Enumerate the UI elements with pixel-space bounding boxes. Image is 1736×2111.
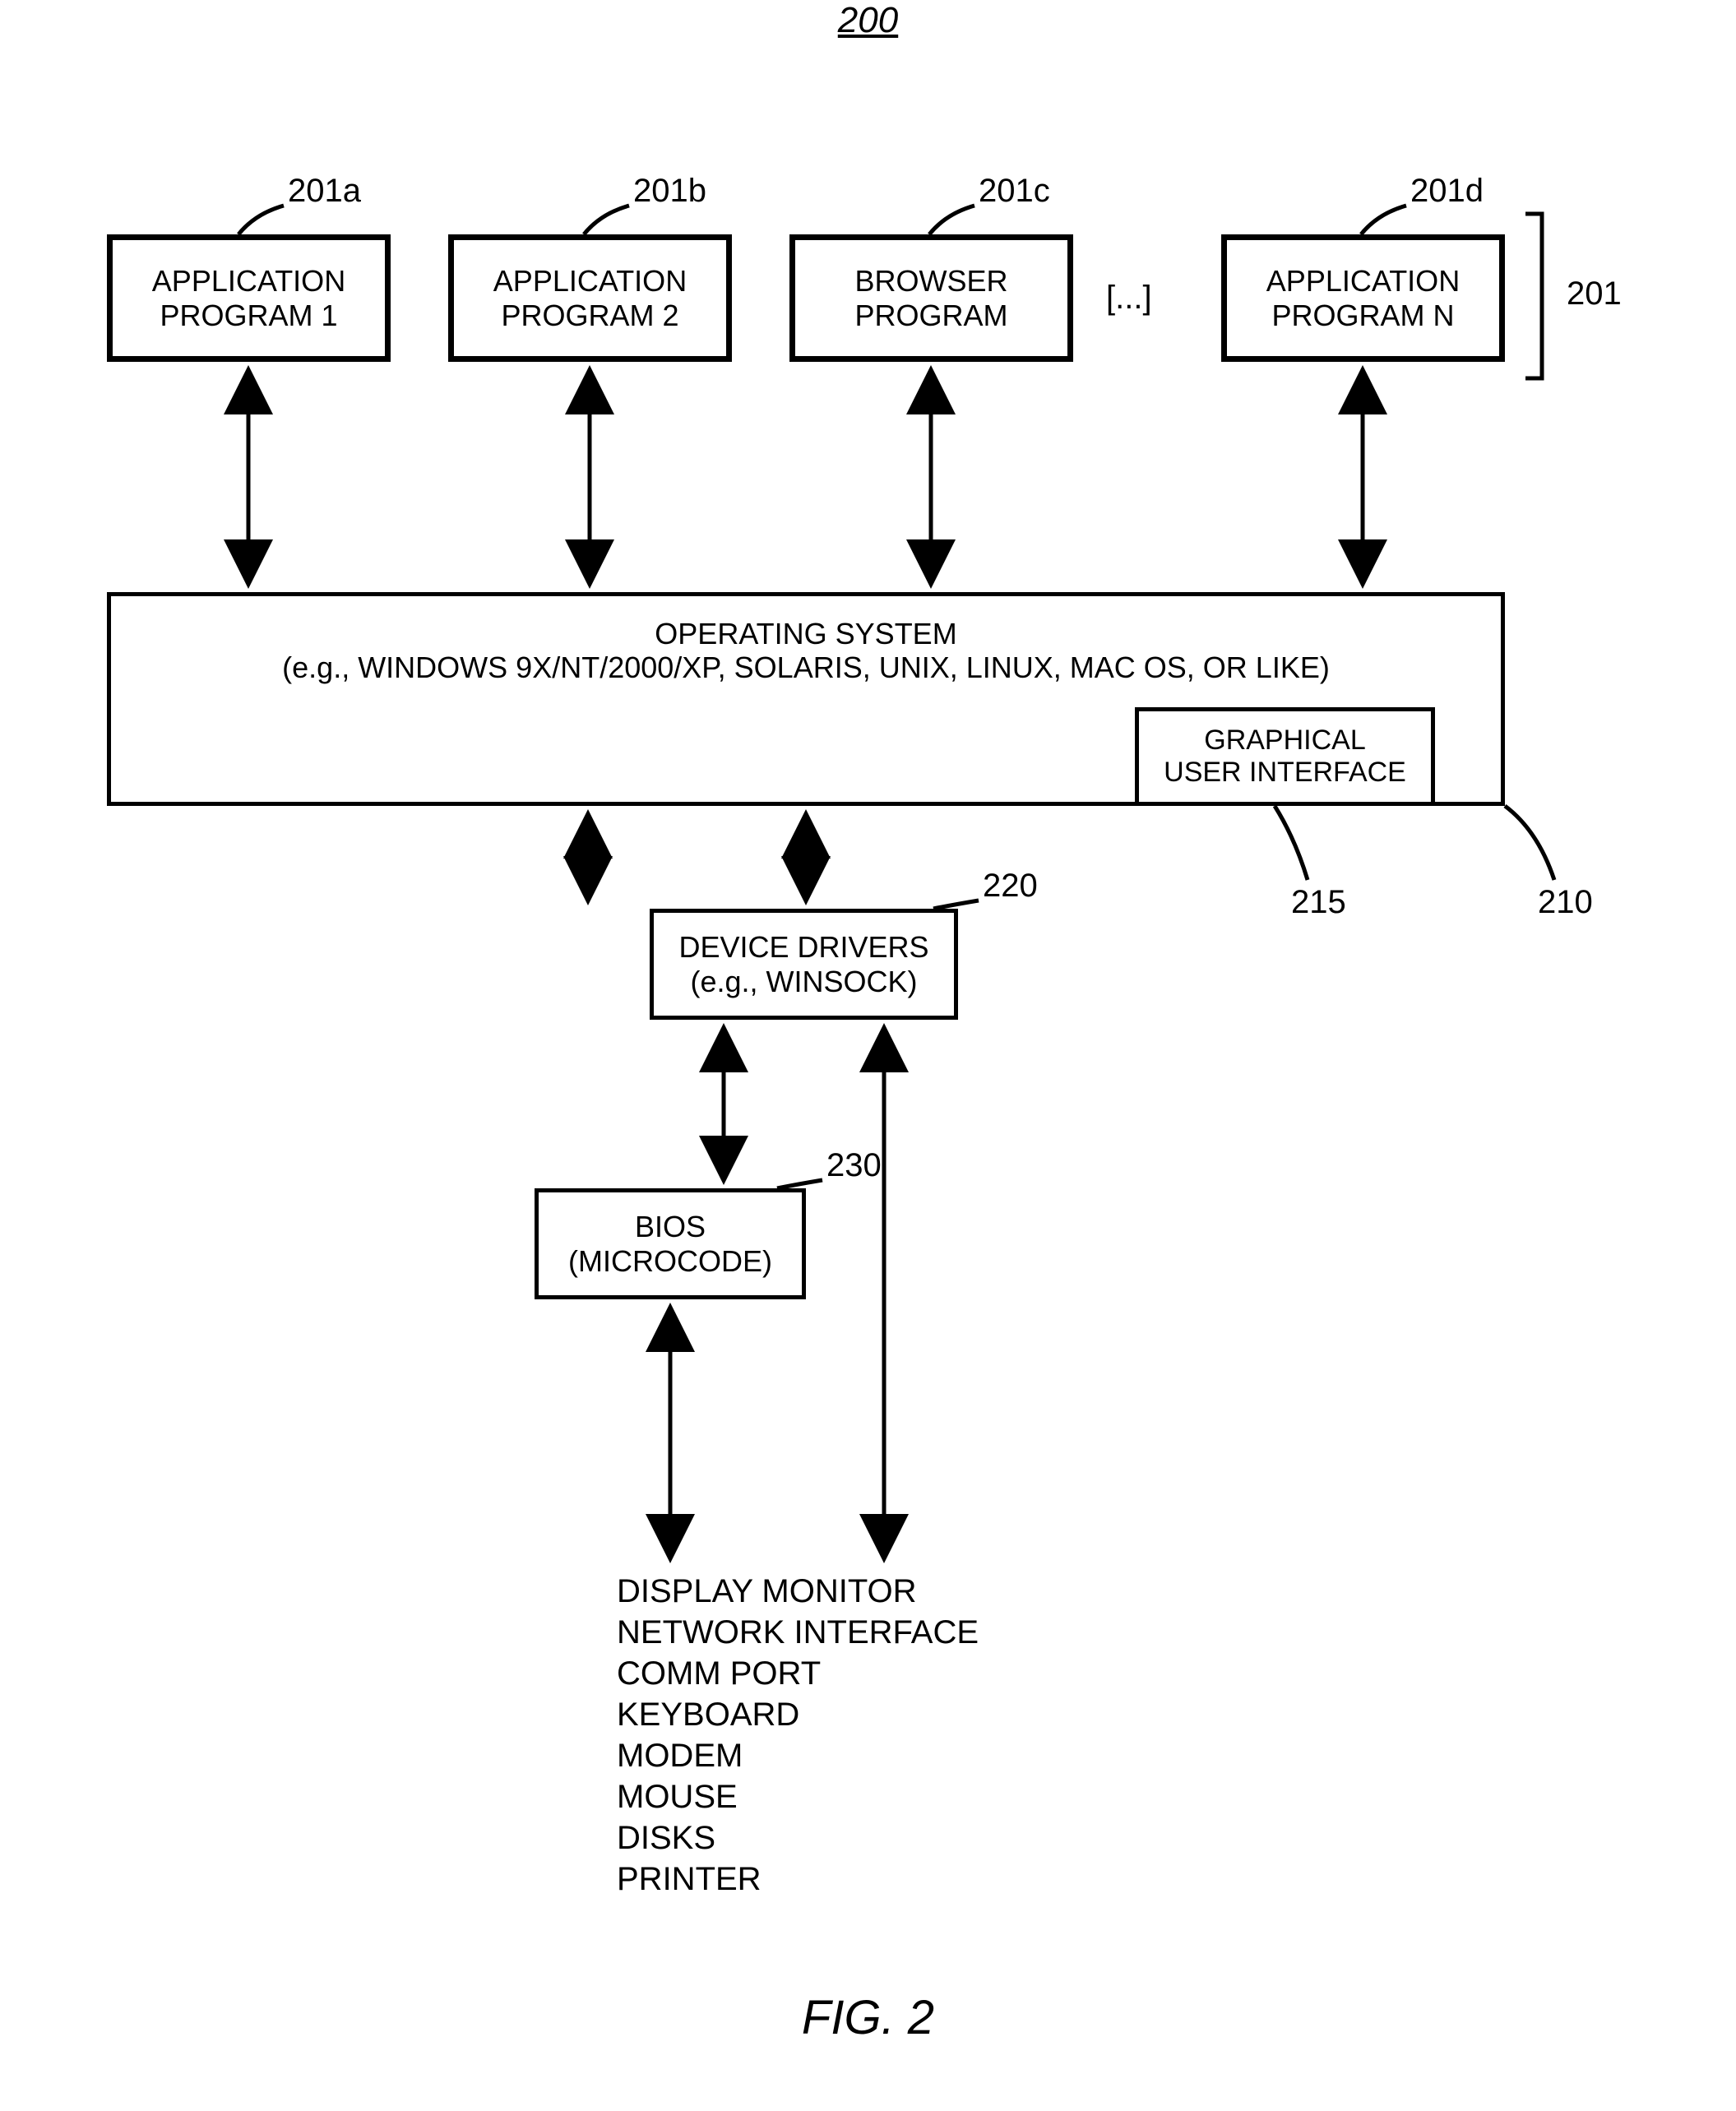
ref-215: 215 (1291, 884, 1346, 921)
devices-list: DISPLAY MONITOR NETWORK INTERFACE COMM P… (617, 1571, 979, 1900)
box-app2: APPLICATION PROGRAM 2 (448, 234, 732, 362)
box-gui: GRAPHICAL USER INTERFACE (1135, 707, 1435, 806)
ref-201c: 201c (979, 173, 1050, 210)
box-bios: BIOS (MICROCODE) (535, 1188, 806, 1299)
box-drivers: DEVICE DRIVERS (e.g., WINSOCK) (650, 909, 958, 1020)
figure-caption: FIG. 2 (0, 1990, 1736, 2045)
ref-230: 230 (826, 1147, 882, 1184)
box-app3: BROWSER PROGRAM (789, 234, 1073, 362)
ref-201d: 201d (1410, 173, 1484, 210)
ref-201a: 201a (288, 173, 361, 210)
box-app1: APPLICATION PROGRAM 1 (107, 234, 391, 362)
ref-201b: 201b (633, 173, 706, 210)
box-app4: APPLICATION PROGRAM N (1221, 234, 1505, 362)
ref-210: 210 (1538, 884, 1593, 921)
figure-number: 200 (0, 0, 1736, 41)
apps-ellipsis: [...] (1106, 280, 1152, 317)
diagram-canvas: 200 201a 201b 201c 201d APPLICATION PROG… (0, 0, 1736, 2111)
ref-220: 220 (983, 868, 1038, 905)
ref-201-group: 201 (1567, 275, 1622, 312)
